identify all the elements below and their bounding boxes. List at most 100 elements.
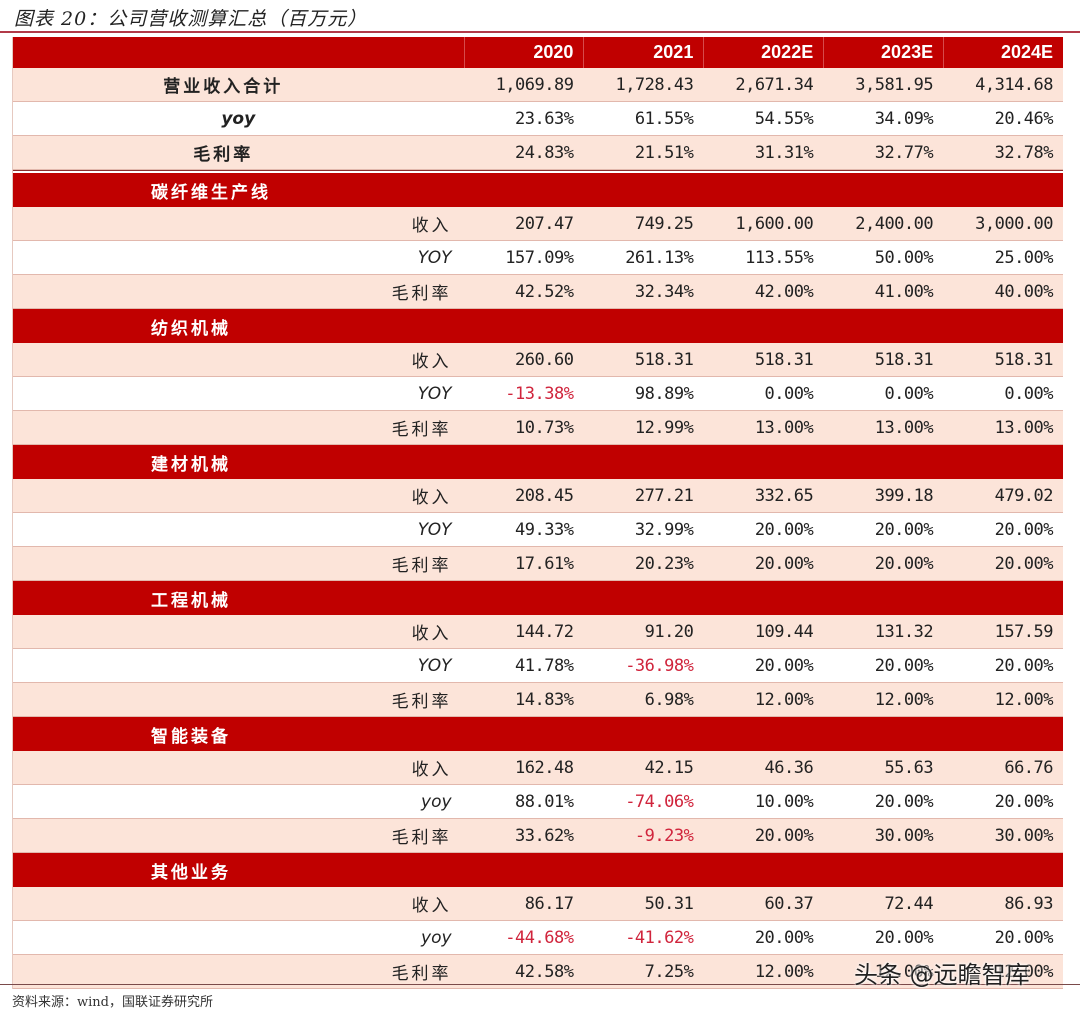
section-header: 纺织机械	[13, 309, 1063, 343]
value-cell: 20.00%	[874, 927, 934, 948]
value-cell: 0.00%	[1004, 383, 1054, 404]
table-row: 收入 207.47 749.25 1,600.00 2,400.00 3,000.00	[13, 207, 1063, 241]
section-title: 建材机械	[151, 454, 231, 475]
row-label: 毛利率	[391, 284, 452, 304]
value-cell: 46.36	[764, 757, 814, 778]
header-label-cell	[13, 37, 464, 68]
header-year-2021: 2021	[583, 37, 703, 68]
value-cell: 12.00%	[874, 961, 934, 982]
value-cell: 20.23%	[634, 553, 694, 574]
value-cell: 20.00%	[994, 927, 1054, 948]
value-cell: 42.58%	[515, 961, 574, 982]
watermark: 头条 @远瞻智库	[854, 961, 1030, 989]
value-cell: 32.99%	[634, 519, 694, 540]
table-row: 毛利率 33.62% -9.23% 20.00% 30.00% 30.00%	[13, 819, 1063, 853]
row-label: 收入	[411, 352, 452, 372]
value-cell: 50.31	[644, 893, 694, 914]
value-cell: 20.00%	[874, 791, 934, 812]
value-cell: 20.00%	[994, 519, 1054, 540]
value-cell: 32.78%	[994, 142, 1054, 163]
value-cell: 12.00%	[994, 689, 1054, 710]
row-label: 营业收入合计	[163, 77, 284, 97]
value-cell: -74.06%	[625, 791, 694, 812]
row-label: yoy	[221, 108, 256, 129]
row-label: 收入	[411, 760, 452, 780]
value-cell: 3,581.95	[855, 74, 934, 95]
value-cell: 518.31	[874, 349, 934, 370]
value-cell: 4,314.68	[975, 74, 1054, 95]
value-cell: 20.00%	[754, 553, 814, 574]
value-cell: 42.52%	[515, 281, 574, 302]
table-row: yoy -44.68% -41.62% 20.00% 20.00% 20.00%	[13, 921, 1063, 955]
revenue-forecast-table: 2020 2021 2022E 2023E 2024E 营业收入合计 1,069…	[12, 37, 1063, 989]
row-label: YOY	[417, 383, 452, 404]
row-label: 收入	[411, 216, 452, 236]
value-cell: 518.31	[634, 349, 694, 370]
table-row: 收入 208.45 277.21 332.65 399.18 479.02	[13, 479, 1063, 513]
row-label: yoy	[421, 927, 452, 948]
value-cell: 32.77%	[874, 142, 934, 163]
value-cell: 61.55%	[634, 108, 694, 129]
figure-title: 图表 20：公司营收测算汇总（百万元）	[14, 8, 368, 30]
value-cell: 91.20	[644, 621, 694, 642]
footer-divider	[0, 984, 1080, 985]
value-cell: 66.76	[1004, 757, 1054, 778]
table-row: 收入 260.60 518.31 518.31 518.31 518.31	[13, 343, 1063, 377]
section-header: 建材机械	[13, 445, 1063, 479]
value-cell: 6.98%	[644, 689, 694, 710]
table-row: 收入 144.72 91.20 109.44 131.32 157.59	[13, 615, 1063, 649]
table-row: YOY 49.33% 32.99% 20.00% 20.00% 20.00%	[13, 513, 1063, 547]
value-cell: 113.55%	[745, 247, 814, 268]
value-cell: 12.00%	[994, 961, 1054, 982]
value-cell: 2,671.34	[735, 74, 814, 95]
value-cell: 98.89%	[634, 383, 694, 404]
value-cell: 131.32	[874, 621, 934, 642]
row-label: 毛利率	[391, 420, 452, 440]
value-cell: 208.45	[515, 485, 574, 506]
value-cell: 23.63%	[515, 108, 574, 129]
value-cell: 20.00%	[754, 519, 814, 540]
value-cell: 33.62%	[515, 825, 574, 846]
row-label: 毛利率	[391, 692, 452, 712]
value-cell: 20.00%	[994, 553, 1054, 574]
value-cell: 17.61%	[515, 553, 574, 574]
value-cell: -9.23%	[634, 825, 694, 846]
title-divider	[0, 31, 1080, 33]
row-label: 毛利率	[391, 828, 452, 848]
value-cell: 1,069.89	[495, 74, 574, 95]
value-cell: 20.00%	[994, 655, 1054, 676]
section-header: 工程机械	[13, 581, 1063, 615]
value-cell: 13.00%	[754, 417, 814, 438]
value-cell: 21.51%	[634, 142, 694, 163]
section-header: 碳纤维生产线	[13, 173, 1063, 207]
table-row: 毛利率 10.73% 12.99% 13.00% 13.00% 13.00%	[13, 411, 1063, 445]
value-cell: 12.00%	[754, 689, 814, 710]
value-cell: 10.00%	[754, 791, 814, 812]
value-cell: 20.00%	[874, 519, 934, 540]
section-title: 其他业务	[151, 862, 231, 883]
header-year-2024e: 2024E	[943, 37, 1063, 68]
value-cell: -13.38%	[505, 383, 574, 404]
value-cell: 20.00%	[994, 791, 1054, 812]
value-cell: 88.01%	[515, 791, 574, 812]
value-cell: 332.65	[754, 485, 814, 506]
table-row: 毛利率 42.58% 7.25% 12.00% 12.00% 12.00%	[13, 955, 1063, 989]
value-cell: 207.47	[515, 213, 574, 234]
value-cell: 41.78%	[515, 655, 574, 676]
row-label: yoy	[421, 791, 452, 812]
value-cell: 10.73%	[515, 417, 574, 438]
row-label: 毛利率	[391, 964, 452, 984]
value-cell: 12.00%	[874, 689, 934, 710]
row-label: 毛利率	[193, 145, 254, 165]
value-cell: 399.18	[874, 485, 934, 506]
value-cell: 20.46%	[994, 108, 1054, 129]
value-cell: 86.17	[524, 893, 574, 914]
value-cell: 12.99%	[634, 417, 694, 438]
value-cell: 55.63	[884, 757, 934, 778]
value-cell: -44.68%	[505, 927, 574, 948]
value-cell: 20.00%	[874, 553, 934, 574]
summary-divider	[13, 170, 1063, 173]
value-cell: 479.02	[994, 485, 1054, 506]
section-title: 工程机械	[151, 590, 231, 611]
value-cell: 1,600.00	[735, 213, 814, 234]
